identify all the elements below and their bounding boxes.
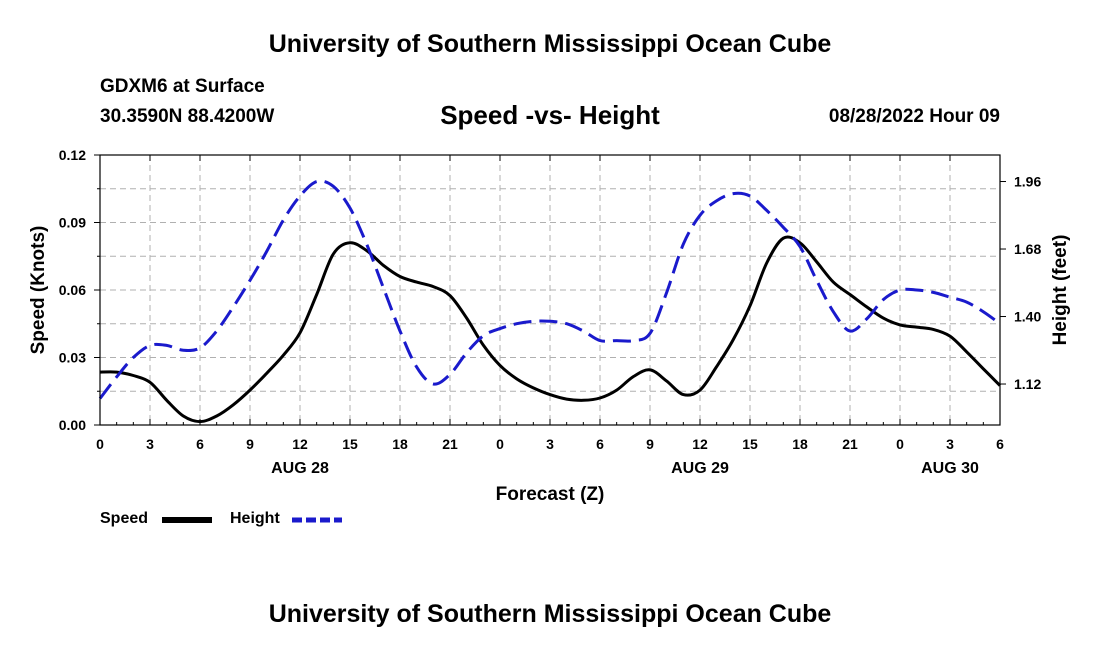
x-tick-label: 3 [546, 436, 554, 452]
x-tick-label: 0 [96, 436, 104, 452]
x-tick-label: 12 [692, 436, 708, 452]
y-right-tick-label: 1.68 [1014, 241, 1041, 257]
x-tick-label: 6 [196, 436, 204, 452]
tick-layer [94, 154, 1006, 426]
day-label: AUG 29 [671, 460, 729, 477]
x-tick-label: 18 [792, 436, 808, 452]
y-left-tick-label: 0.00 [59, 417, 86, 433]
x-tick-label: 15 [742, 436, 758, 452]
height-series-line [98, 179, 1001, 400]
x-tick-label: 6 [996, 436, 1004, 452]
x-tick-label: 12 [292, 436, 308, 452]
footer-title: University of Southern Mississippi Ocean… [268, 600, 832, 628]
datetime-label: 08/28/2022 Hour 09 [828, 106, 1000, 127]
x-tick-label: 18 [392, 436, 408, 452]
y-right-axis-title: Height (feet) [1050, 235, 1071, 346]
x-tick-label: 9 [646, 436, 654, 452]
x-axis-title: Forecast (Z) [496, 484, 605, 505]
y-left-axis-title: Speed (Knots) [28, 226, 49, 355]
x-tick-label: 0 [496, 436, 504, 452]
x-tick-label: 21 [442, 436, 458, 452]
day-label: AUG 28 [271, 460, 329, 477]
x-tick-label: 15 [342, 436, 358, 452]
x-tick-label: 21 [842, 436, 858, 452]
x-tick-label: 9 [246, 436, 254, 452]
y-left-tick-label: 0.03 [59, 350, 86, 366]
y-right-tick-label: 1.96 [1014, 174, 1041, 190]
station-label: GDXM6 at Surface [100, 76, 265, 97]
chart-title: Speed -vs- Height [440, 100, 660, 130]
x-tick-label: 3 [946, 436, 954, 452]
x-tick-label: 0 [896, 436, 904, 452]
speed-series-line [99, 235, 1002, 424]
day-label: AUG 30 [921, 460, 979, 477]
label-layer: 0 3 6 9 12 15 18 21 0 3 6 9 12 15 18 21 0 3 6 AUG 28 AUG 29 A… [28, 147, 1071, 505]
y-left-tick-label: 0.12 [59, 147, 86, 163]
legend-height-swatch [292, 517, 342, 523]
grid-layer [100, 155, 1000, 425]
y-left-tick-label: 0.09 [59, 215, 86, 231]
main-title: University of Southern Mississippi Ocean… [268, 30, 832, 58]
y-right-tick-label: 1.12 [1014, 376, 1041, 392]
legend-speed-label: Speed [100, 510, 149, 527]
y-left-tick-label: 0.06 [59, 282, 86, 298]
legend-height-label: Height [230, 510, 280, 527]
legend-speed-swatch [162, 517, 212, 523]
x-tick-label: 3 [146, 436, 154, 452]
y-right-tick-label: 1.40 [1014, 309, 1041, 325]
series-layer [98, 179, 1002, 424]
x-tick-label: 6 [596, 436, 604, 452]
coordinates-label: 30.3590N 88.4200W [100, 106, 275, 127]
